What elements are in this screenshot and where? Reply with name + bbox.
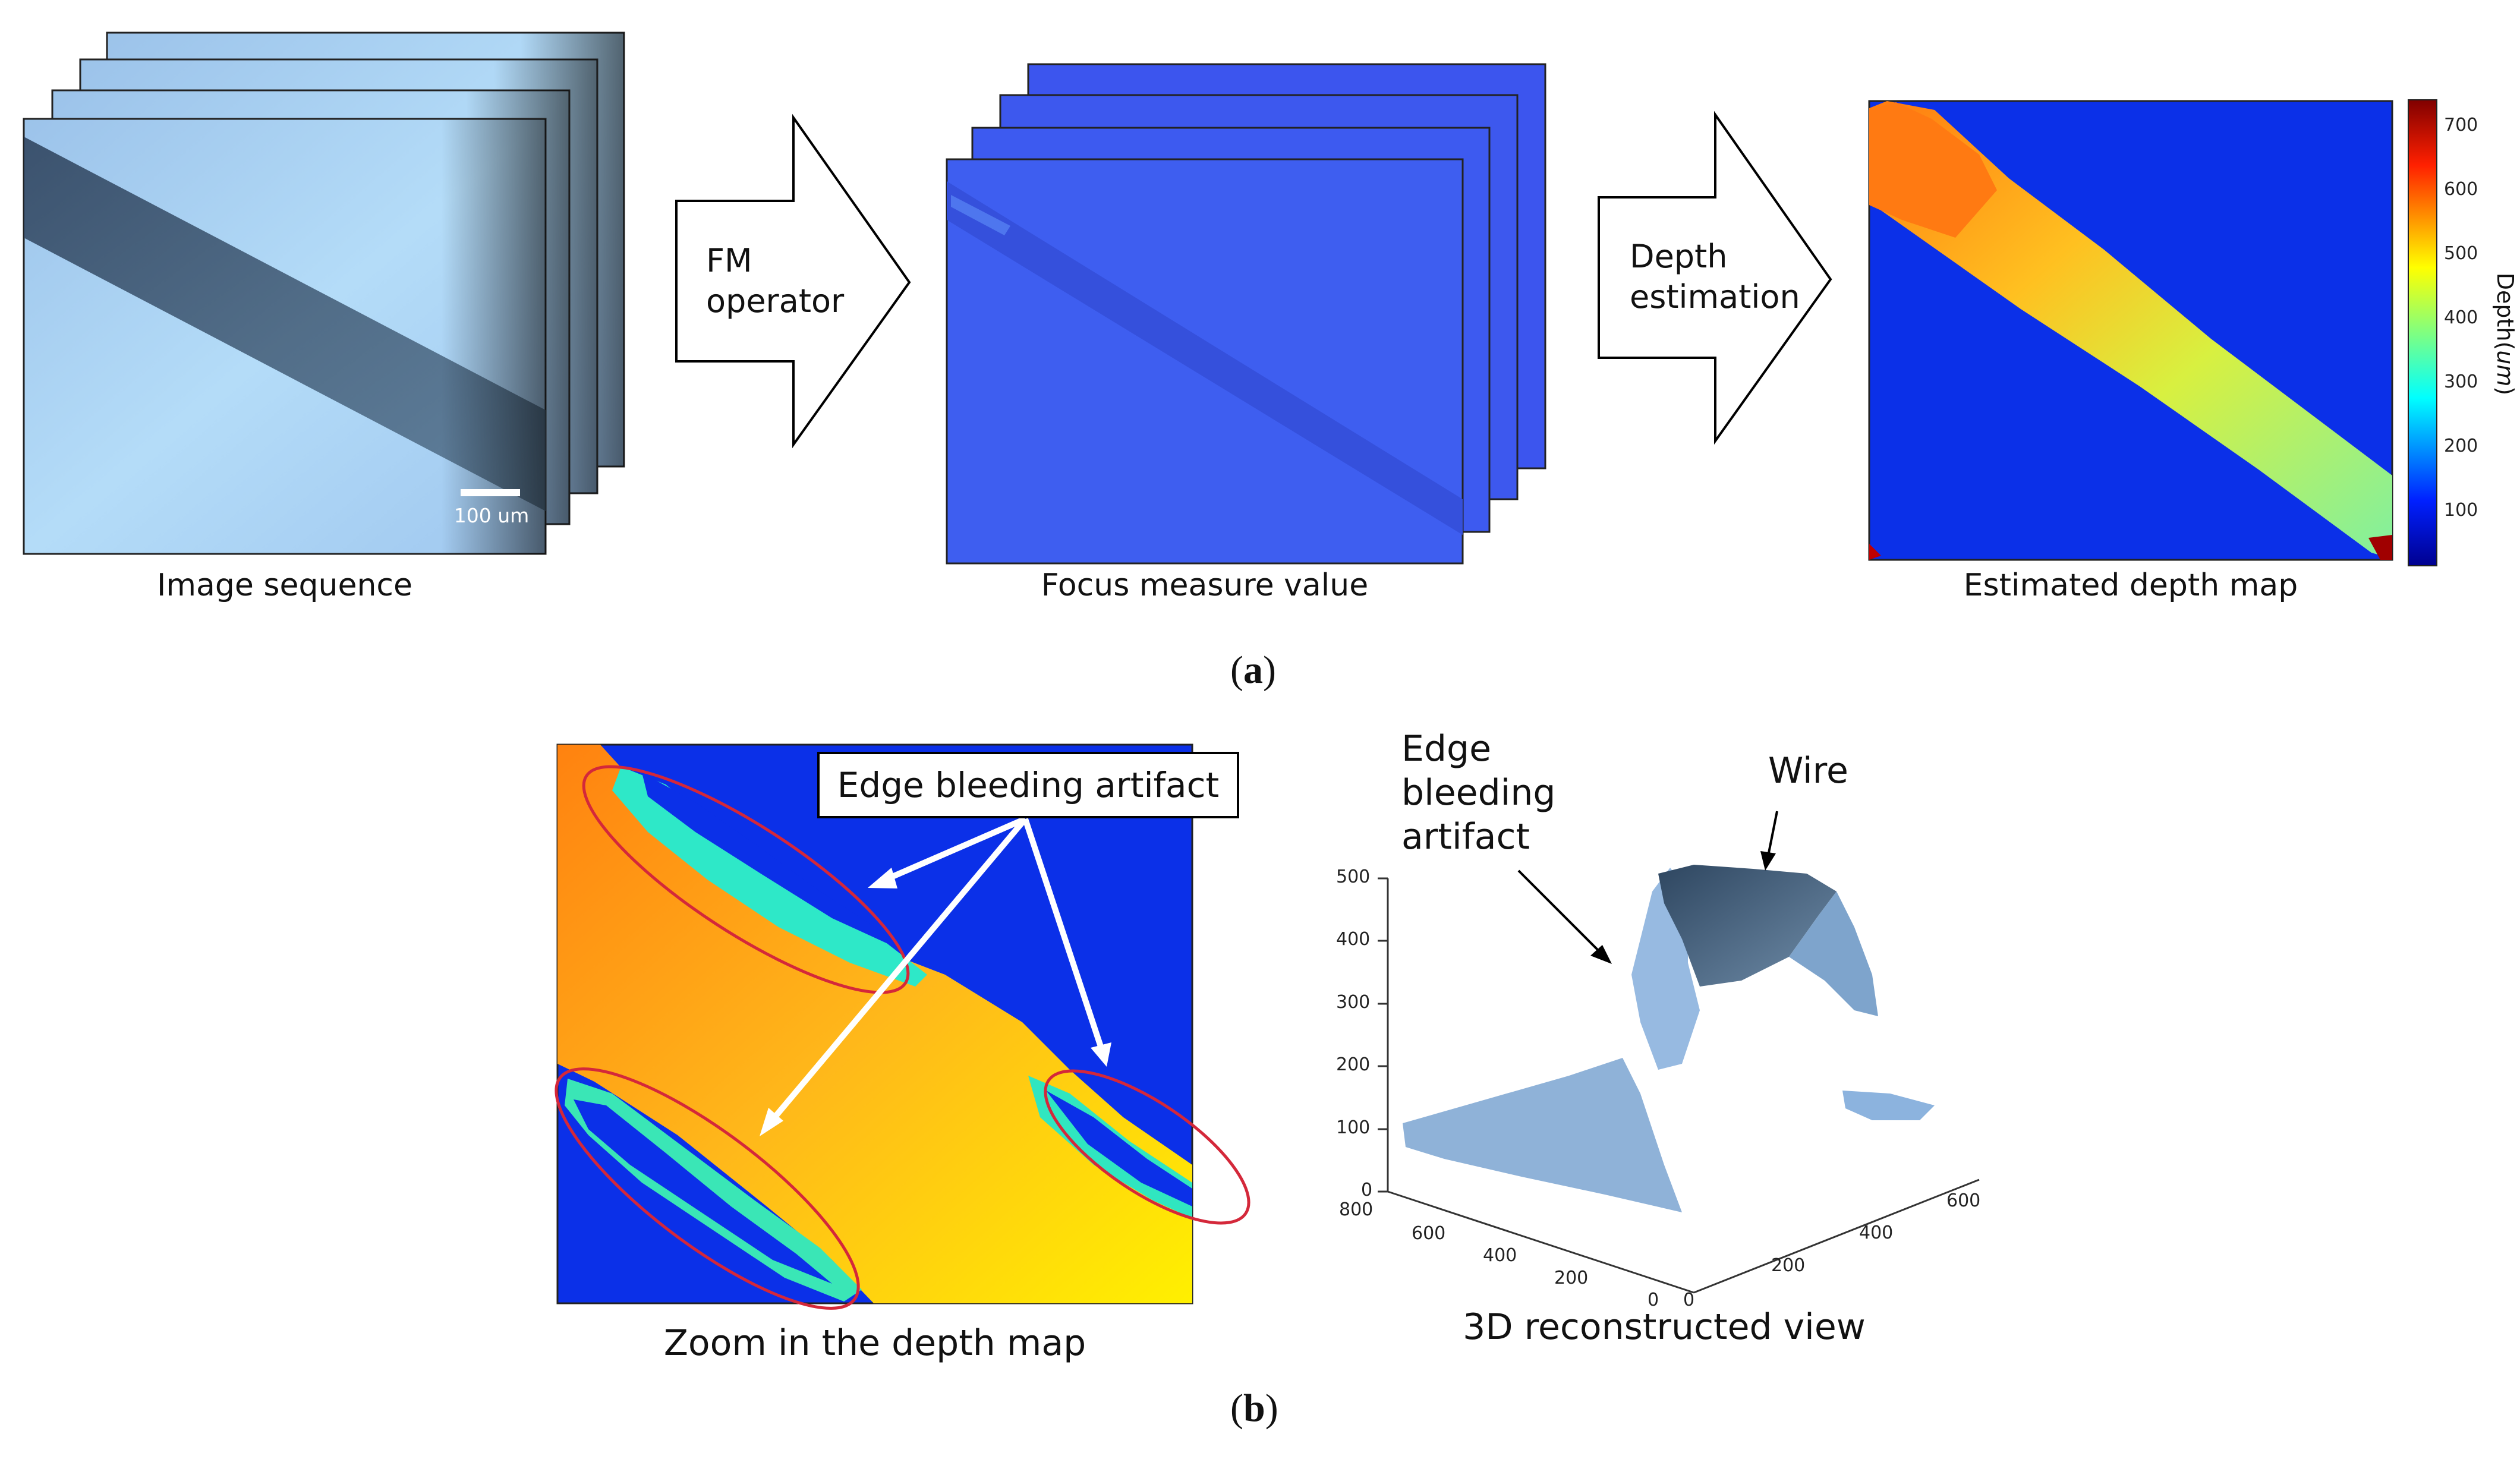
z-tick-100: 100	[1336, 1117, 1371, 1138]
fm-operator-label: FM operator	[706, 242, 845, 320]
estimated-depth-map-caption: Estimated depth map	[1963, 568, 2298, 603]
colorbar-tick-300: 300	[2444, 371, 2478, 392]
3d-edge-artifact-scatter	[1631, 868, 1700, 1070]
3d-right-fragment	[1842, 1091, 1935, 1120]
z-tick-400: 400	[1336, 929, 1371, 950]
colorbar-tick-600: 600	[2444, 179, 2478, 200]
z-tick-0: 0	[1361, 1180, 1373, 1200]
colorbar-tick-200: 200	[2444, 436, 2478, 456]
y-tick-0: 0	[1683, 1290, 1695, 1310]
zoom-depth-map-caption: Zoom in the depth map	[663, 1322, 1086, 1364]
artifact-ellipse-right	[1044, 1069, 1250, 1225]
edge-bleeding-annotation: Edge bleeding artifact	[1401, 728, 1556, 858]
reconstructed-view-caption: 3D reconstructed view	[1463, 1306, 1866, 1348]
x-tick-600: 600	[1412, 1223, 1446, 1244]
z-tick-200: 200	[1336, 1054, 1371, 1075]
wire-annotation: Wire	[1768, 750, 1848, 792]
x-tick-200: 200	[1554, 1268, 1589, 1288]
callout-arrows	[760, 816, 1111, 1136]
image-sequence-frame-3	[79, 58, 598, 494]
3d-right-slope	[1789, 891, 1878, 1016]
3d-floor-surface	[1403, 1058, 1682, 1212]
y-tick-600: 600	[1946, 1190, 1981, 1211]
colorbar-tick-700: 700	[2444, 115, 2478, 135]
image-sequence-frame-front	[23, 118, 547, 555]
edge-bleeding-callout: Edge bleeding artifact	[817, 752, 1239, 818]
focus-measure-caption: Focus measure value	[1041, 568, 1369, 603]
panel-label-a: (a)	[1230, 648, 1276, 692]
artifact-ellipse-lower-left	[555, 1067, 860, 1310]
colorbar-label: Depth(um)	[2492, 272, 2518, 396]
scale-bar-label: 100 um	[453, 504, 530, 527]
panel-label-b: (b)	[1230, 1386, 1278, 1430]
x-tick-800: 800	[1339, 1199, 1374, 1220]
y-tick-200: 200	[1771, 1255, 1806, 1276]
image-sequence-frame-back	[106, 31, 625, 468]
focus-measure-frame-front	[946, 158, 1464, 565]
depth-estimation-label: Depth estimation	[1630, 238, 1800, 316]
z-tick-500: 500	[1336, 866, 1371, 887]
colorbar-tick-500: 500	[2444, 243, 2478, 264]
3d-wire-surface	[1658, 865, 1837, 987]
x-tick-0: 0	[1648, 1290, 1659, 1310]
depth-colorbar	[2408, 99, 2437, 566]
y-tick-400: 400	[1859, 1222, 1894, 1243]
x-tick-400: 400	[1483, 1245, 1517, 1266]
colorbar-tick-400: 400	[2444, 307, 2478, 328]
colorbar-tick-100: 100	[2444, 500, 2478, 521]
image-sequence-caption: Image sequence	[157, 568, 412, 603]
3d-annotation-arrows	[1517, 811, 1778, 964]
z-tick-300: 300	[1336, 992, 1371, 1013]
image-sequence-frame-2	[51, 89, 571, 525]
